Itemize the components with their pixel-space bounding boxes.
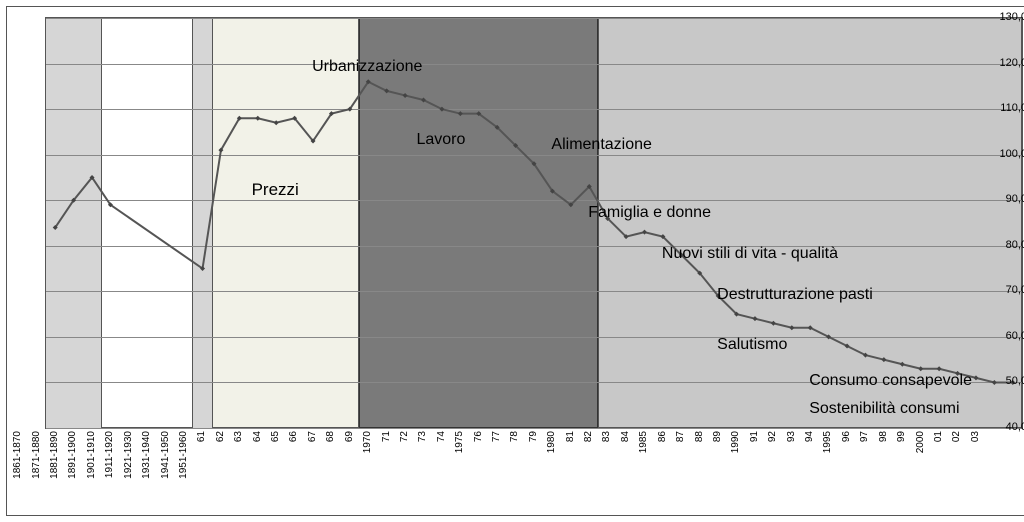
data-marker [274,120,279,125]
data-marker [255,116,260,121]
y-tick-label: 100,0 [993,148,1024,160]
data-marker [881,357,886,362]
y-tick-label: 90,0 [993,193,1024,205]
y-tick-label: 50,0 [993,375,1024,387]
data-marker [771,321,776,326]
data-marker [789,325,794,330]
data-marker [955,371,960,376]
line-series [46,18,1022,428]
data-marker [403,93,408,98]
plot-area [45,17,1023,429]
data-marker [458,111,463,116]
y-tick-label: 70,0 [993,284,1024,296]
data-marker [937,366,942,371]
y-tick-label: 130,0 [993,11,1024,23]
data-marker [642,230,647,235]
x-tick-label: 03 [970,431,1024,442]
y-tick-label: 60,0 [993,330,1024,342]
chart-container: 40,050,060,070,080,090,0100,0110,0120,01… [6,6,1024,516]
gridline [46,428,1022,429]
data-marker [752,316,757,321]
data-marker [900,362,905,367]
data-marker [918,366,923,371]
y-tick-label: 110,0 [993,102,1024,114]
y-tick-label: 120,0 [993,57,1024,69]
y-tick-label: 80,0 [993,239,1024,251]
data-marker [973,375,978,380]
